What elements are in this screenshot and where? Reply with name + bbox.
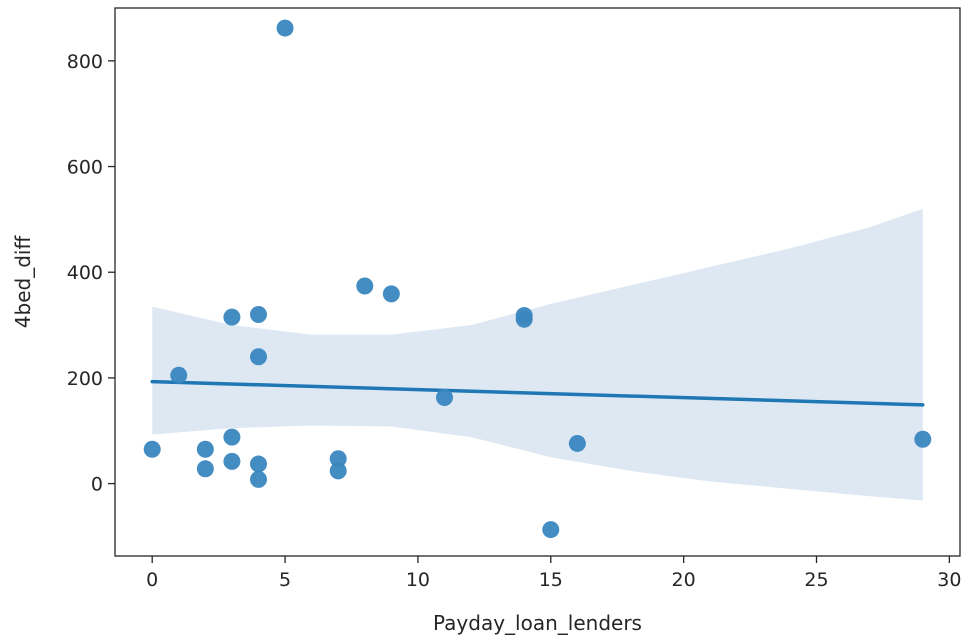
data-point (249, 470, 267, 488)
data-point (223, 308, 241, 326)
data-point (329, 462, 347, 480)
x-axis-label: Payday_loan_lenders (433, 611, 642, 635)
data-point (568, 434, 586, 452)
scatter-points (143, 19, 932, 539)
data-point (170, 366, 188, 384)
x-tick-label: 10 (406, 569, 430, 591)
regression-line-path (150, 379, 925, 407)
y-axis: 0 200 400 600 800 (67, 51, 115, 496)
data-point (542, 521, 560, 539)
plot-frame (114, 7, 961, 557)
data-point (196, 460, 214, 478)
y-tick-label: 0 (91, 474, 103, 496)
y-tick-label: 400 (67, 262, 103, 284)
data-point (223, 452, 241, 470)
y-tick-label: 200 (67, 368, 103, 390)
data-point (329, 450, 347, 468)
data-point (223, 428, 241, 446)
x-tick-label: 5 (279, 569, 291, 591)
data-point (196, 440, 214, 458)
x-tick-label: 0 (146, 569, 158, 591)
data-point (435, 388, 453, 406)
data-point (914, 430, 932, 448)
x-tick-label: 30 (937, 569, 961, 591)
x-axis: 0 5 10 15 20 25 30 (146, 556, 961, 591)
data-point (356, 277, 374, 295)
data-point (249, 305, 267, 323)
confidence-band-area (152, 208, 923, 501)
confidence-band (152, 208, 923, 501)
x-tick-label: 20 (672, 569, 696, 591)
x-tick-label: 15 (539, 569, 563, 591)
y-axis-label: 4bed_diff (11, 235, 35, 329)
x-tick-label: 25 (804, 569, 828, 591)
data-point (143, 440, 161, 458)
y-tick-label: 600 (67, 157, 103, 179)
data-point (276, 19, 294, 37)
data-point (249, 455, 267, 473)
data-point (382, 285, 400, 303)
data-point (515, 310, 533, 328)
y-tick-label: 800 (67, 51, 103, 73)
regression-line (150, 379, 925, 407)
data-point (249, 348, 267, 366)
